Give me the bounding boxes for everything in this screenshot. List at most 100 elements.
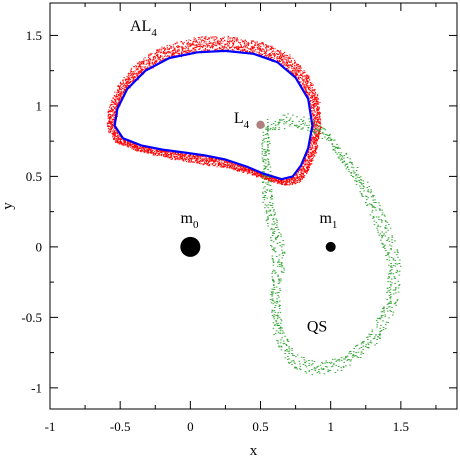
- qs-dot: [354, 345, 357, 347]
- al4-dot: [250, 48, 252, 50]
- al4-dot: [266, 45, 268, 47]
- al4-dot: [179, 153, 181, 156]
- qs-dot: [391, 239, 393, 241]
- al4-dot: [309, 102, 311, 104]
- al4-dot: [199, 155, 201, 158]
- al4-dot: [298, 76, 300, 78]
- al4-dot: [166, 46, 168, 48]
- al4-dot: [109, 115, 112, 117]
- al4-dot: [173, 155, 175, 158]
- al4-dot: [210, 47, 212, 49]
- al4-dot: [297, 71, 299, 73]
- al4-dot: [256, 41, 258, 43]
- al4-dot: [286, 183, 288, 186]
- qs-dot: [269, 142, 271, 144]
- al4-dot: [111, 110, 113, 112]
- al4-dot: [305, 77, 307, 79]
- al4-dot: [244, 49, 246, 51]
- al4-dot: [292, 182, 294, 184]
- qs-dot: [280, 262, 283, 264]
- al4-dot: [174, 155, 176, 157]
- al4-dot: [275, 178, 278, 180]
- al4-dot: [252, 45, 254, 47]
- al4-dot: [302, 82, 304, 84]
- al4-dot: [162, 48, 164, 50]
- al4-dot: [162, 57, 164, 60]
- al4-dot: [310, 105, 312, 107]
- al4-dot: [174, 159, 176, 161]
- al4-dot: [220, 164, 223, 166]
- al4-dot: [216, 43, 219, 45]
- qs-dot: [271, 278, 274, 280]
- qs-dot: [340, 367, 343, 369]
- qs-dot: [343, 157, 345, 159]
- al4-dot: [135, 69, 137, 71]
- al4-dot: [299, 81, 301, 83]
- al4-dot: [258, 174, 260, 177]
- qs-dot: [354, 180, 356, 182]
- al4-dot: [181, 45, 183, 48]
- qs-dot: [388, 302, 390, 304]
- al4-dot: [201, 40, 203, 42]
- al4-dot: [309, 147, 311, 149]
- qs-dot: [343, 160, 346, 162]
- al4-dot: [263, 55, 265, 57]
- al4-dot: [158, 50, 161, 52]
- al4-dot: [130, 77, 132, 79]
- al4-dot: [319, 121, 321, 123]
- qs-dot: [265, 129, 267, 130]
- al4-dot: [310, 138, 313, 140]
- al4-dot: [121, 91, 123, 94]
- qs-dot: [300, 128, 303, 130]
- al4-dot: [231, 40, 233, 42]
- al4-dot: [295, 71, 297, 73]
- label-m0: m0: [181, 210, 199, 231]
- al4-dot: [311, 104, 313, 106]
- qs-dot: [291, 348, 293, 349]
- qs-dot: [378, 318, 380, 320]
- al4-dot: [139, 65, 141, 67]
- al4-dot: [181, 155, 183, 157]
- al4-dot: [299, 169, 301, 171]
- al4-dot: [244, 170, 246, 172]
- al4-dot: [114, 100, 116, 102]
- qs-dot: [282, 119, 285, 121]
- al4-dot: [172, 49, 174, 52]
- qs-dot: [262, 201, 264, 203]
- al4-dot: [311, 155, 313, 157]
- qs-dot: [267, 134, 270, 136]
- qs-dot: [397, 251, 399, 253]
- qs-dot: [337, 146, 340, 148]
- al4-dot: [220, 42, 222, 44]
- al4-dot: [305, 163, 307, 165]
- al4-dot: [223, 48, 225, 50]
- al4-dot: [173, 53, 175, 55]
- al4-dot: [301, 176, 303, 178]
- al4-dot: [113, 138, 115, 140]
- al4-dot: [141, 63, 143, 65]
- al4-dot: [260, 174, 262, 176]
- al4-dot: [126, 142, 128, 144]
- al4-dot: [195, 159, 197, 161]
- al4-dot: [128, 79, 130, 81]
- al4-dot: [265, 50, 268, 52]
- al4-dot: [259, 174, 261, 176]
- al4-dot: [117, 141, 119, 143]
- al4-dot: [198, 38, 200, 40]
- al4-dot: [316, 135, 318, 137]
- qs-dot: [273, 214, 275, 216]
- al4-dot: [292, 63, 294, 65]
- al4-dot: [185, 158, 188, 160]
- al4-dot: [129, 74, 131, 76]
- qs-dot: [343, 361, 346, 363]
- al4-dot: [242, 47, 244, 49]
- al4-dot: [211, 46, 213, 48]
- al4-dot: [313, 110, 315, 112]
- qs-dot: [337, 147, 340, 149]
- al4-dot: [281, 63, 283, 65]
- qs-dot: [279, 288, 281, 290]
- al4-dot: [150, 147, 152, 150]
- al4-dot: [118, 101, 120, 103]
- al4-dot: [198, 48, 200, 50]
- al4-dot: [111, 99, 113, 101]
